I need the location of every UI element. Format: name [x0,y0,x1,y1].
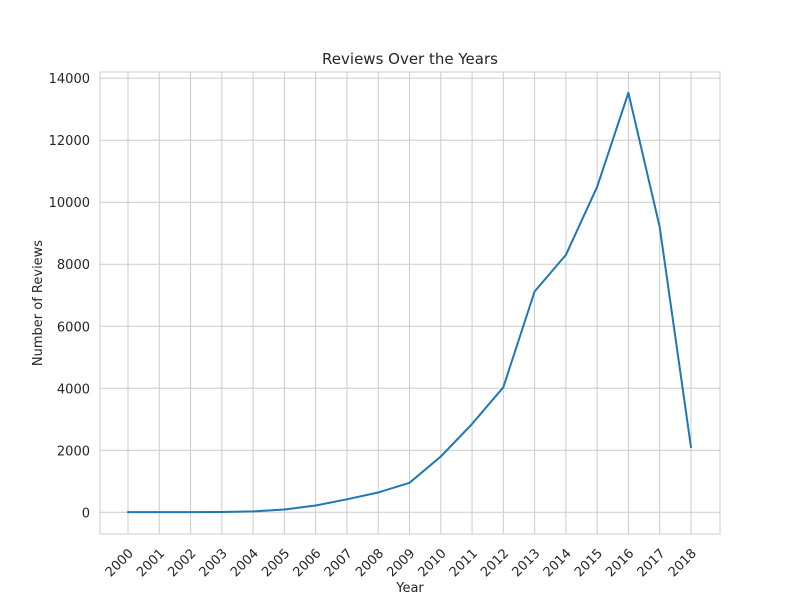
y-tick-label: 14000 [49,72,90,87]
x-tick-label: 2002 [165,546,199,580]
x-tick-label: 2005 [259,546,293,580]
x-axis-label: Year [395,581,424,596]
x-tick-label: 2006 [290,546,324,580]
series-layer [127,91,692,514]
y-tick-label: 2000 [57,444,90,459]
y-gridlines [100,77,720,513]
x-tick-label: 2003 [197,546,231,580]
x-tick-label: 2013 [509,546,543,580]
y-tick-labels: 0 2000 4000 6000 8000 10000 12000 14000 [49,72,90,521]
y-tick-label: 8000 [57,258,90,273]
y-tick-label: 6000 [57,320,90,335]
y-tick-label: 4000 [57,382,90,397]
x-tick-label: 2012 [478,546,512,580]
y-tick-label: 12000 [49,134,90,149]
plot-frame [99,71,721,535]
x-tick-label: 2004 [228,546,262,580]
chart-title: Reviews Over the Years [322,50,498,68]
x-tick-labels: 2000200120022003200420052006200720082009… [103,546,700,580]
x-tick-label: 2000 [103,546,137,580]
x-tick-label: 2001 [134,546,168,580]
series-line [127,91,692,514]
x-tick-label: 2011 [447,546,481,580]
x-tick-label: 2018 [666,546,700,580]
x-tick-label: 2008 [353,546,387,580]
y-axis-label: Number of Reviews [31,240,46,366]
x-tick-label: 2014 [541,546,575,580]
x-tick-label: 2015 [572,546,606,580]
x-tick-label: 2016 [603,546,637,580]
y-tick-label: 0 [82,506,90,521]
x-tick-label: 2009 [384,546,418,580]
x-tick-label: 2010 [416,546,450,580]
x-tick-label: 2017 [635,546,669,580]
x-tick-label: 2007 [322,546,356,580]
y-tick-label: 10000 [49,196,90,211]
